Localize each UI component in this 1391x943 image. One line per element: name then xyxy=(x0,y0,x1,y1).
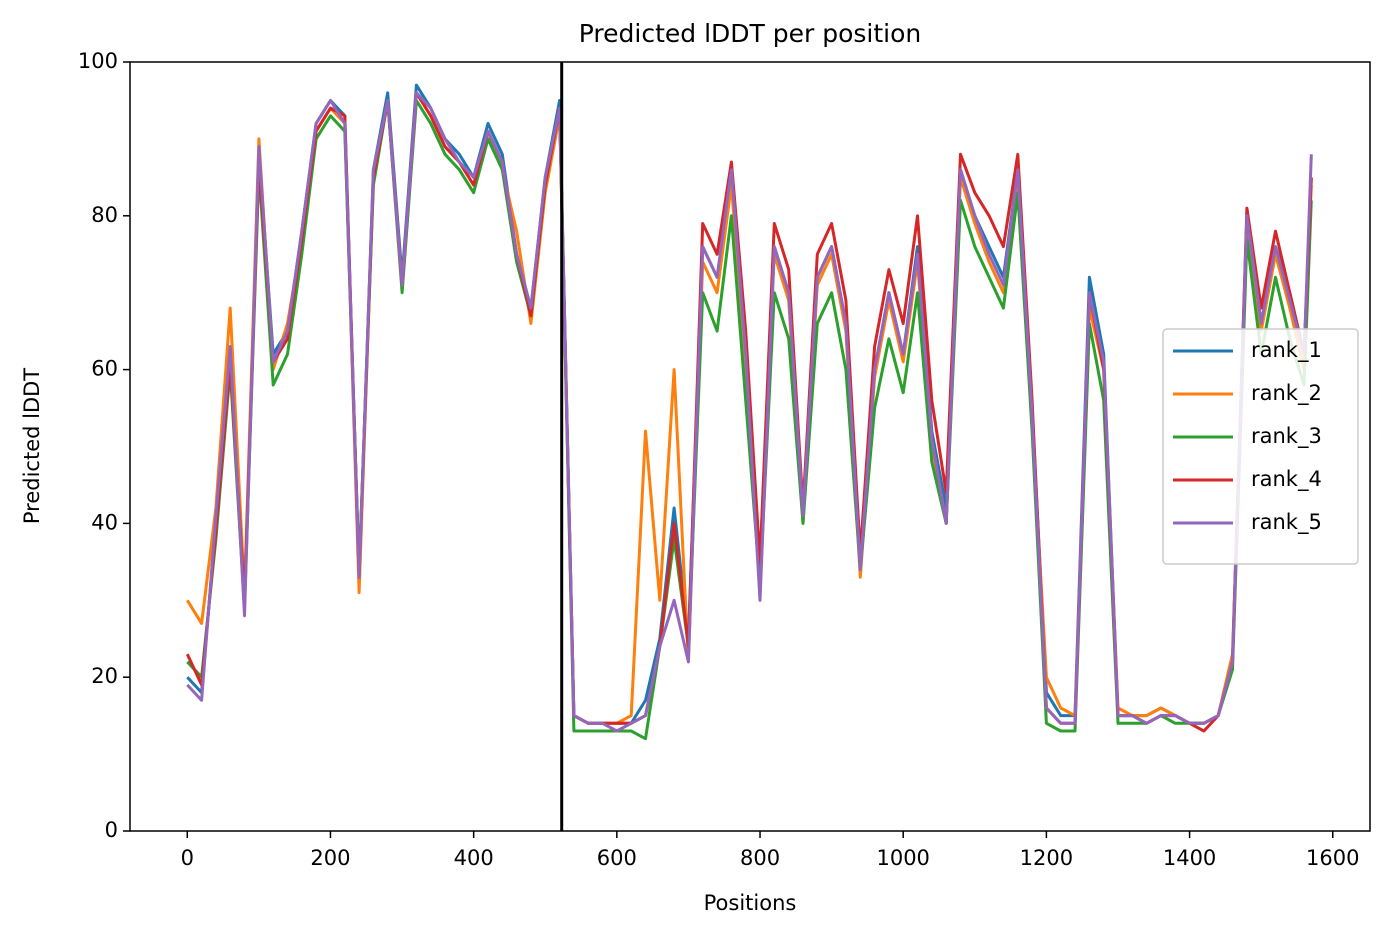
x-axis-label: Positions xyxy=(704,891,797,915)
plot-frame xyxy=(129,61,1371,832)
y-axis-label: Predicted lDDT xyxy=(20,368,44,524)
series-line xyxy=(186,91,1313,733)
x-tick-label: 1200 xyxy=(1020,846,1073,870)
y-tick-label: 60 xyxy=(91,357,118,381)
legend-label: rank_3 xyxy=(1251,424,1322,449)
legend-label: rank_5 xyxy=(1251,510,1322,535)
x-tick-label: 1000 xyxy=(876,846,929,870)
legend-label: rank_1 xyxy=(1251,338,1322,363)
x-tick-label: 800 xyxy=(740,846,780,870)
legend-label: rank_2 xyxy=(1251,381,1322,406)
y-tick-label: 0 xyxy=(105,818,118,842)
legend-box xyxy=(1162,328,1359,565)
x-tick-label: 0 xyxy=(181,846,194,870)
x-tick-label: 1600 xyxy=(1306,846,1359,870)
y-tick-label: 100 xyxy=(78,49,118,73)
x-tick-label: 400 xyxy=(454,846,494,870)
x-tick-label: 1400 xyxy=(1163,846,1216,870)
chart-title: Predicted lDDT per position xyxy=(579,19,921,48)
legend-label: rank_4 xyxy=(1251,467,1322,492)
y-tick-label: 40 xyxy=(91,510,118,534)
y-tick-label: 80 xyxy=(91,203,118,227)
x-tick-label: 600 xyxy=(597,846,637,870)
x-tick-label: 200 xyxy=(310,846,350,870)
y-tick-label: 20 xyxy=(91,664,118,688)
